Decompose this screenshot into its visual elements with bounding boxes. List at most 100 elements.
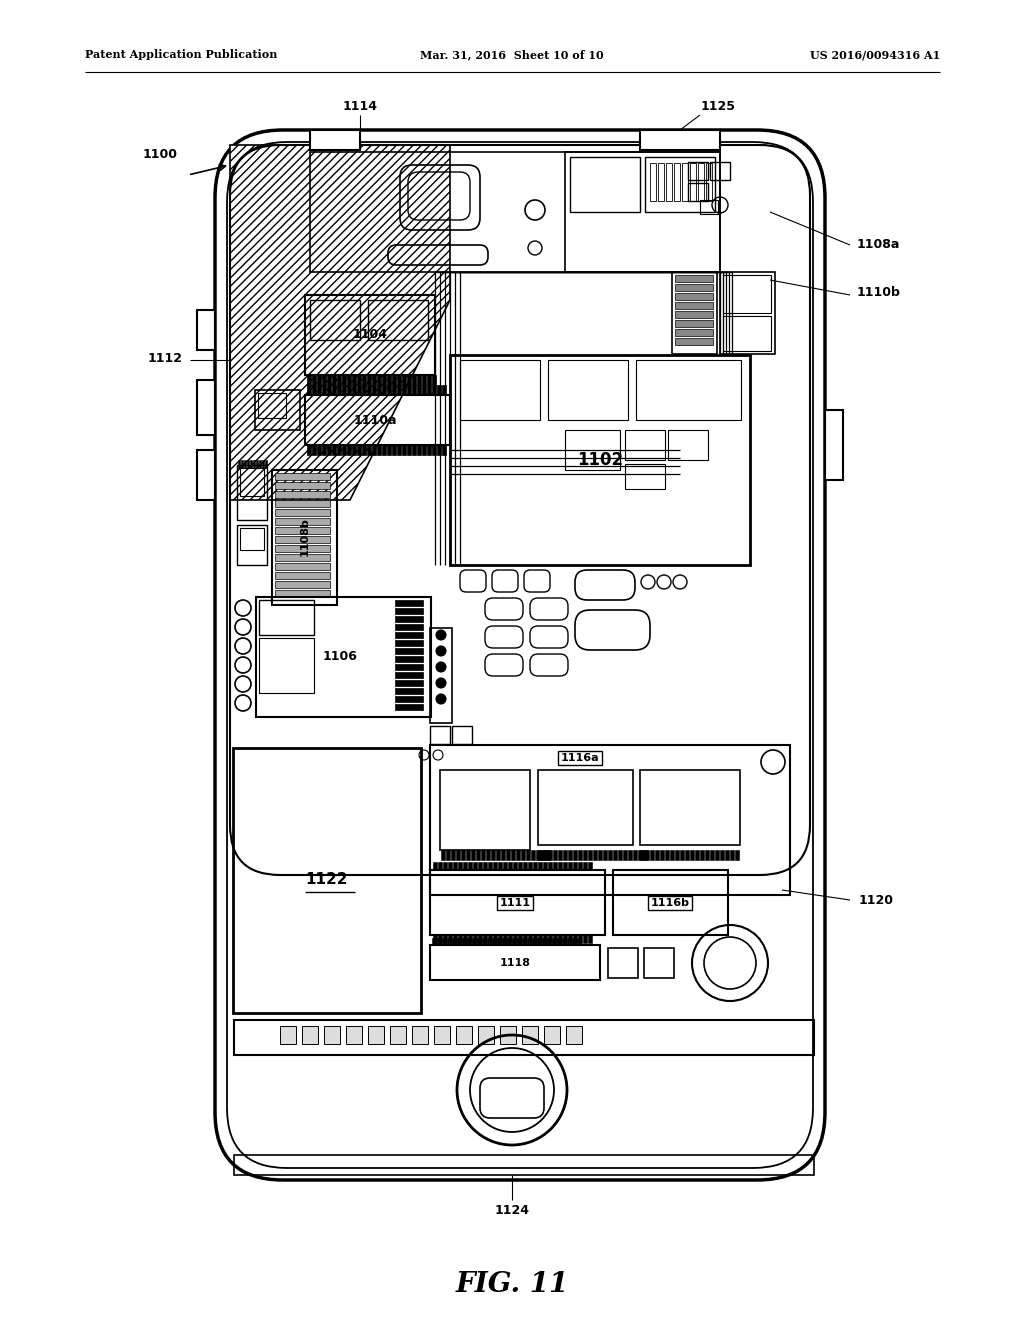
Bar (623, 850, 627, 861)
Bar (478, 862, 482, 870)
Bar (302, 1026, 318, 1044)
Bar (397, 385, 401, 395)
Bar (437, 385, 441, 395)
Bar (603, 850, 607, 861)
Bar (322, 385, 326, 395)
Text: 1120: 1120 (858, 894, 894, 907)
Bar (372, 385, 376, 395)
Bar (322, 445, 326, 455)
Bar (698, 162, 705, 201)
Bar (498, 935, 502, 942)
Bar (477, 939, 481, 945)
Bar (432, 385, 436, 395)
Bar (460, 360, 540, 420)
Bar (500, 1026, 516, 1044)
Bar (310, 129, 360, 150)
Circle shape (436, 663, 446, 672)
Bar (486, 850, 490, 861)
Bar (544, 1026, 560, 1044)
Bar (558, 862, 562, 870)
Bar (347, 375, 351, 385)
Bar (237, 465, 267, 520)
Bar (387, 375, 391, 385)
Circle shape (436, 630, 446, 640)
Text: 1110a: 1110a (353, 413, 396, 426)
Bar (390, 1026, 406, 1044)
Bar (688, 162, 708, 180)
Text: 1111: 1111 (500, 898, 530, 908)
Bar (244, 459, 246, 469)
Bar (478, 1026, 494, 1044)
Bar (542, 939, 546, 945)
Bar (312, 445, 316, 455)
Bar (503, 862, 507, 870)
Bar (588, 935, 592, 942)
Bar (395, 616, 423, 622)
Bar (377, 375, 381, 385)
Bar (565, 152, 720, 272)
Bar (362, 375, 366, 385)
Bar (407, 385, 411, 395)
Bar (427, 375, 431, 385)
Bar (531, 850, 535, 861)
Bar (258, 393, 286, 418)
Circle shape (436, 678, 446, 688)
Bar (234, 1155, 814, 1175)
Bar (442, 385, 446, 395)
Bar (461, 850, 465, 861)
FancyBboxPatch shape (215, 129, 825, 1180)
Bar (457, 939, 461, 945)
Bar (568, 862, 572, 870)
Bar (247, 459, 249, 469)
Bar (517, 939, 521, 945)
Bar (443, 935, 447, 942)
Bar (305, 395, 450, 445)
Bar (357, 445, 361, 455)
Bar (310, 300, 360, 341)
Bar (312, 385, 316, 395)
Bar (670, 850, 674, 861)
Bar (233, 748, 421, 1012)
Bar (437, 445, 441, 455)
Bar (456, 1026, 472, 1044)
Bar (493, 862, 497, 870)
Bar (397, 375, 401, 385)
Bar (234, 1020, 814, 1055)
Bar (518, 862, 522, 870)
Bar (275, 500, 330, 507)
Bar (723, 315, 771, 351)
Bar (392, 385, 396, 395)
Bar (655, 850, 659, 861)
Bar (275, 572, 330, 579)
Bar (275, 590, 330, 597)
Bar (395, 680, 423, 686)
Bar (463, 935, 467, 942)
Text: 1116a: 1116a (561, 752, 599, 763)
Polygon shape (230, 145, 450, 500)
Text: 1114: 1114 (342, 100, 378, 114)
Bar (342, 385, 346, 395)
Bar (628, 850, 632, 861)
Bar (241, 459, 243, 469)
Bar (563, 862, 567, 870)
Bar (528, 935, 532, 942)
Bar (468, 935, 472, 942)
Bar (395, 624, 423, 630)
Bar (503, 935, 507, 942)
Bar (452, 939, 456, 945)
Bar (538, 935, 542, 942)
Bar (438, 935, 442, 942)
Bar (434, 1026, 450, 1044)
Bar (372, 445, 376, 455)
Bar (672, 272, 717, 354)
Bar (430, 744, 790, 895)
Bar (197, 310, 215, 350)
Bar (472, 939, 476, 945)
Bar (307, 375, 311, 385)
Bar (700, 850, 705, 861)
Bar (395, 609, 423, 614)
Bar (430, 726, 450, 744)
Bar (521, 850, 525, 861)
Bar (417, 445, 421, 455)
Bar (534, 862, 537, 870)
